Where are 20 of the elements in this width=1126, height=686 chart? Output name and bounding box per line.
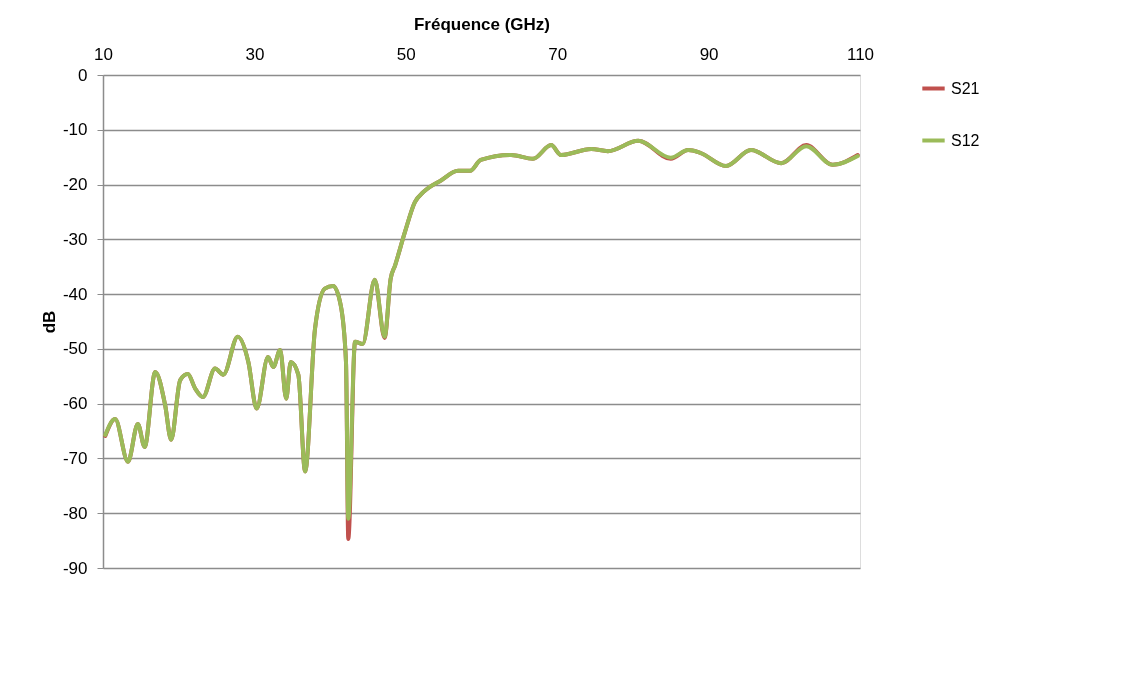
legend-label: S21 (951, 79, 980, 97)
y-tick-label: -10 (62, 120, 88, 140)
x-tick-label: 30 (245, 44, 265, 64)
x-tick-label: 70 (548, 44, 568, 64)
y-tick-label: -70 (62, 448, 88, 468)
x-tick-label: 90 (699, 44, 719, 64)
y-tick-label: -40 (62, 284, 88, 304)
y-tick-label: -90 (62, 558, 88, 578)
x-tick-label: 10 (94, 44, 113, 64)
y-tick-label: -50 (62, 339, 88, 359)
x-tick-label: 50 (396, 44, 416, 64)
y-axis-title: dB (39, 310, 59, 334)
y-tick-label: -80 (62, 503, 88, 523)
y-tick-label: -20 (62, 175, 88, 195)
x-tick-label: 110 (846, 44, 875, 64)
y-tick-label: -30 (62, 229, 88, 249)
y-tick-label: 0 (78, 65, 88, 85)
y-tick-label: -60 (62, 394, 88, 414)
legend-label: S12 (951, 131, 980, 149)
x-axis-title: Fréquence (GHz) (413, 14, 551, 34)
